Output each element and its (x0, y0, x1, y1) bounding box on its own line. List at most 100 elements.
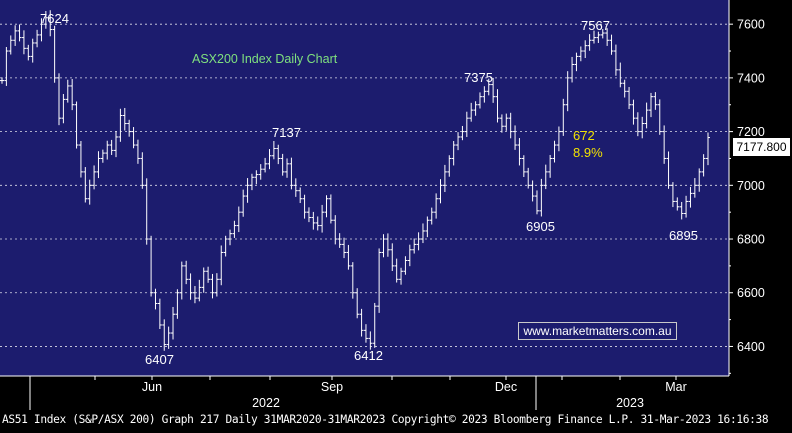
year-label: 2022 (252, 396, 280, 410)
price-bar (640, 116, 645, 139)
y-tick-label: 6600 (737, 286, 765, 300)
price-bar (0, 77, 4, 84)
annotation-peak-2: 7137 (272, 125, 301, 140)
price-bar (434, 193, 439, 219)
annotations: 7624 6407 7137 6412 7375 6905 7567 6895 … (40, 11, 698, 367)
price-bar (456, 132, 461, 151)
price-bar (688, 186, 693, 208)
price-bar (517, 138, 522, 166)
x-tick-label: Mar (665, 380, 687, 394)
price-bar (201, 267, 206, 293)
price-bar (258, 164, 263, 180)
y-tick-label: 7600 (737, 18, 765, 32)
price-bar (670, 182, 675, 208)
price-bar (105, 140, 110, 160)
last-price-label: 7177.800 (733, 138, 790, 156)
chart-title: ASX200 Index Daily Chart (192, 52, 338, 66)
x-axis: Jun Sep Dec Mar 2022 2023 (0, 375, 729, 410)
price-bar (385, 233, 390, 257)
price-bar (206, 266, 211, 283)
price-bar (8, 35, 13, 55)
price-bar (609, 34, 614, 55)
price-bar (271, 141, 276, 160)
price-bar (74, 101, 79, 149)
price-bar (320, 204, 325, 233)
price-bar (390, 243, 395, 271)
price-bar (70, 78, 75, 111)
price-bar (644, 102, 649, 129)
price-bar (249, 173, 254, 191)
price-bar (140, 152, 145, 189)
annotation-move-percent: 8.9% (573, 145, 603, 160)
price-bar (166, 326, 171, 349)
price-bar (627, 87, 632, 110)
price-bars (0, 10, 710, 351)
annotation-trough-4: 6895 (669, 228, 698, 243)
price-bar (223, 235, 228, 257)
price-bar (57, 73, 62, 126)
price-bar (61, 94, 66, 124)
price-bar (30, 38, 35, 63)
price-bar (328, 194, 333, 224)
price-bar (368, 331, 373, 350)
price-bar (52, 25, 57, 83)
price-bar (403, 256, 408, 275)
price-bar (464, 111, 469, 137)
price-bar (26, 44, 31, 61)
price-bar (280, 153, 285, 176)
price-bar (131, 127, 136, 149)
price-bar (399, 267, 404, 285)
price-bar (228, 229, 233, 246)
price-bar (245, 178, 250, 203)
price-bar (605, 28, 610, 46)
price-bar (43, 11, 48, 29)
annotation-trough-2: 6412 (354, 348, 383, 363)
price-bar (267, 149, 272, 170)
price-bar (289, 157, 294, 190)
price-bar (359, 308, 364, 337)
price-bar (530, 180, 535, 202)
price-bar (591, 30, 596, 44)
price-bar (600, 29, 605, 39)
price-bar (92, 165, 97, 190)
price-bar (210, 273, 215, 299)
price-bar (429, 207, 434, 225)
price-bar (342, 237, 347, 259)
price-bar (293, 178, 298, 197)
price-bar (499, 114, 504, 133)
price-bar (425, 216, 430, 238)
price-bar (675, 197, 680, 211)
price-bar (622, 79, 627, 98)
price-bar (127, 119, 132, 137)
price-bar (153, 288, 158, 310)
price-bar (473, 101, 478, 116)
price-bar (337, 233, 342, 248)
price-bar (504, 113, 509, 131)
price-bar (635, 112, 640, 137)
price-bar (346, 244, 351, 270)
price-bar (175, 289, 180, 319)
price-bar (477, 92, 482, 109)
price-bar (87, 179, 92, 205)
price-bar (534, 190, 539, 215)
price-bar (648, 92, 653, 118)
price-bar (17, 24, 22, 42)
price-bar (149, 235, 154, 297)
price-bar (4, 47, 9, 86)
x-tick-label: Dec (495, 380, 517, 394)
y-axis-tick-labels: 6400 6600 6800 7000 7200 7400 7600 (728, 0, 765, 376)
price-bar (214, 273, 219, 297)
price-bar (192, 286, 197, 304)
price-bar (302, 194, 307, 219)
annotation-move-points: 672 (573, 128, 595, 143)
price-bar (276, 144, 281, 165)
price-bar (539, 178, 544, 217)
annotation-peak-1: 7624 (40, 11, 69, 26)
price-bar (350, 262, 355, 299)
price-bar (219, 245, 224, 286)
price-bar (662, 125, 667, 164)
price-bar (416, 232, 421, 251)
price-bar (469, 102, 474, 122)
